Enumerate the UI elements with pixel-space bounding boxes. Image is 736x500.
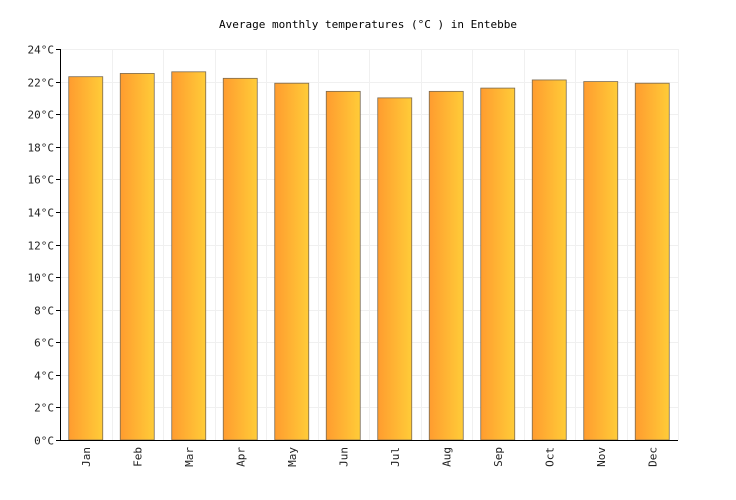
y-tick-labels: 0°C 2°C 4°C 6°C 8°C 10°C 12°C 14°C 16°C 18°C 20°C 2…	[28, 44, 60, 448]
x-tick-label: Feb	[131, 447, 144, 467]
y-tick-label: 6°C	[34, 337, 54, 350]
bar-jul	[377, 97, 413, 441]
x-tick-label: Mar	[183, 447, 196, 467]
x-tick-label: Aug	[440, 447, 453, 467]
y-tick-label: 0°C	[34, 435, 54, 448]
bar-jun	[325, 90, 361, 441]
x-tick-label: Jul	[389, 447, 402, 467]
axes	[60, 49, 678, 441]
y-tick-label: 10°C	[28, 272, 55, 285]
y-tick-label: 16°C	[28, 174, 55, 187]
bar-may	[274, 82, 310, 441]
y-tick-label: 8°C	[34, 305, 54, 318]
x-tick-label: Oct	[543, 447, 556, 467]
x-tick-label: Apr	[234, 447, 247, 467]
x-tick-label: Jun	[337, 447, 350, 467]
y-tick-label: 18°C	[28, 142, 55, 155]
bar-feb	[119, 73, 155, 441]
bar-jan	[68, 76, 104, 441]
x-tick-label: Dec	[646, 447, 659, 467]
y-tick-label: 12°C	[28, 240, 55, 253]
y-tick-label: 22°C	[28, 77, 55, 90]
x-tick-label: May	[286, 447, 299, 467]
bar-sep	[480, 87, 516, 441]
y-tick-label: 20°C	[28, 109, 55, 122]
bar-nov	[583, 81, 619, 441]
chart-title: Average monthly temperatures (°C ) in En…	[219, 18, 517, 31]
x-tick-label: Nov	[595, 447, 608, 467]
y-tick-label: 24°C	[28, 44, 55, 57]
y-tick-label: 2°C	[34, 402, 54, 415]
bar-mar	[171, 71, 207, 441]
bar-oct	[531, 79, 567, 441]
x-tick-label: Jan	[80, 447, 93, 467]
bar-apr	[222, 77, 258, 441]
y-tick-label: 14°C	[28, 207, 55, 220]
x-tick-labels: Jan Feb Mar Apr May Jun Jul Aug Sep Oct Nov Dec	[80, 447, 660, 467]
bar-aug	[428, 90, 464, 441]
y-tick-label: 4°C	[34, 370, 54, 383]
bar-dec	[634, 82, 670, 441]
x-tick-label: Sep	[492, 447, 505, 467]
bars	[68, 71, 670, 441]
